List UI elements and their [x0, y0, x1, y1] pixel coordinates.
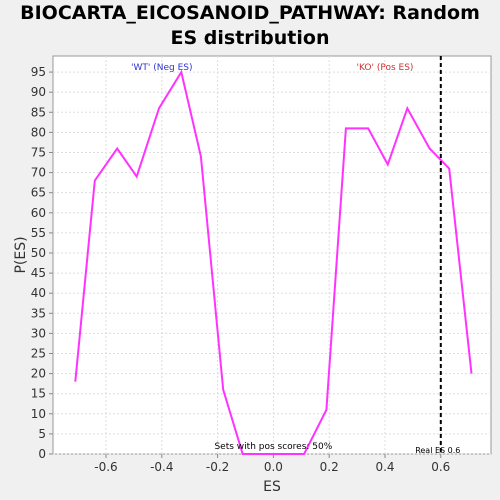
y-tick-label: 85 — [31, 105, 46, 119]
x-axis-label: ES — [263, 479, 281, 495]
y-tick-label: 90 — [31, 85, 46, 99]
x-tick-label: 0.0 — [264, 460, 283, 474]
neg-es-label: 'WT' (Neg ES) — [131, 63, 192, 73]
y-axis-label: P(ES) — [13, 236, 29, 273]
y-tick-label: 10 — [31, 407, 46, 421]
y-tick-label: 0 — [38, 447, 46, 461]
pos-scores-label: Sets with pos scores: 50% — [214, 442, 332, 452]
x-tick-label: -0.6 — [94, 460, 117, 474]
y-tick-label: 45 — [31, 266, 46, 280]
y-tick-label: 35 — [31, 306, 46, 320]
pos-es-label: 'KO' (Pos ES) — [357, 63, 414, 73]
x-tick-label: 0.2 — [320, 460, 339, 474]
y-tick-label: 20 — [31, 367, 46, 381]
axis-ticks: 0 5 10 15 20 25 30 35 40 45 50 55 60 65 70 75 80 85 90 95 -0… — [31, 65, 451, 474]
y-tick-label: 15 — [31, 387, 46, 401]
annotations: 'WT' (Neg ES) 'KO' (Pos ES) Sets with pos … — [131, 56, 460, 455]
x-tick-label: -0.4 — [150, 460, 173, 474]
y-tick-label: 40 — [31, 286, 46, 300]
y-tick-label: 70 — [31, 166, 46, 180]
y-tick-label: 5 — [38, 427, 46, 441]
chart-title-line-2: ES distribution — [170, 27, 330, 49]
series-line — [74, 69, 473, 455]
x-tick-label: -0.2 — [206, 460, 229, 474]
chart-title-line-1: BIOCARTA_EICOSANOID_PATHWAY: Random — [20, 2, 480, 24]
y-tick-label: 55 — [31, 226, 46, 240]
series-layer — [74, 69, 473, 455]
real-es-label: Real ES 0.6 — [415, 446, 460, 455]
grid-lines — [53, 56, 491, 455]
y-tick-label: 25 — [31, 346, 46, 360]
y-tick-label: 50 — [31, 246, 46, 260]
x-tick-label: 0.6 — [431, 460, 450, 474]
y-tick-label: 30 — [31, 326, 46, 340]
y-tick-label: 95 — [31, 65, 46, 79]
y-tick-label: 75 — [31, 145, 46, 159]
y-tick-label: 65 — [31, 186, 46, 200]
plot-area — [52, 55, 492, 455]
y-tick-label: 80 — [31, 125, 46, 139]
x-tick-label: 0.4 — [375, 460, 394, 474]
y-tick-label: 60 — [31, 206, 46, 220]
